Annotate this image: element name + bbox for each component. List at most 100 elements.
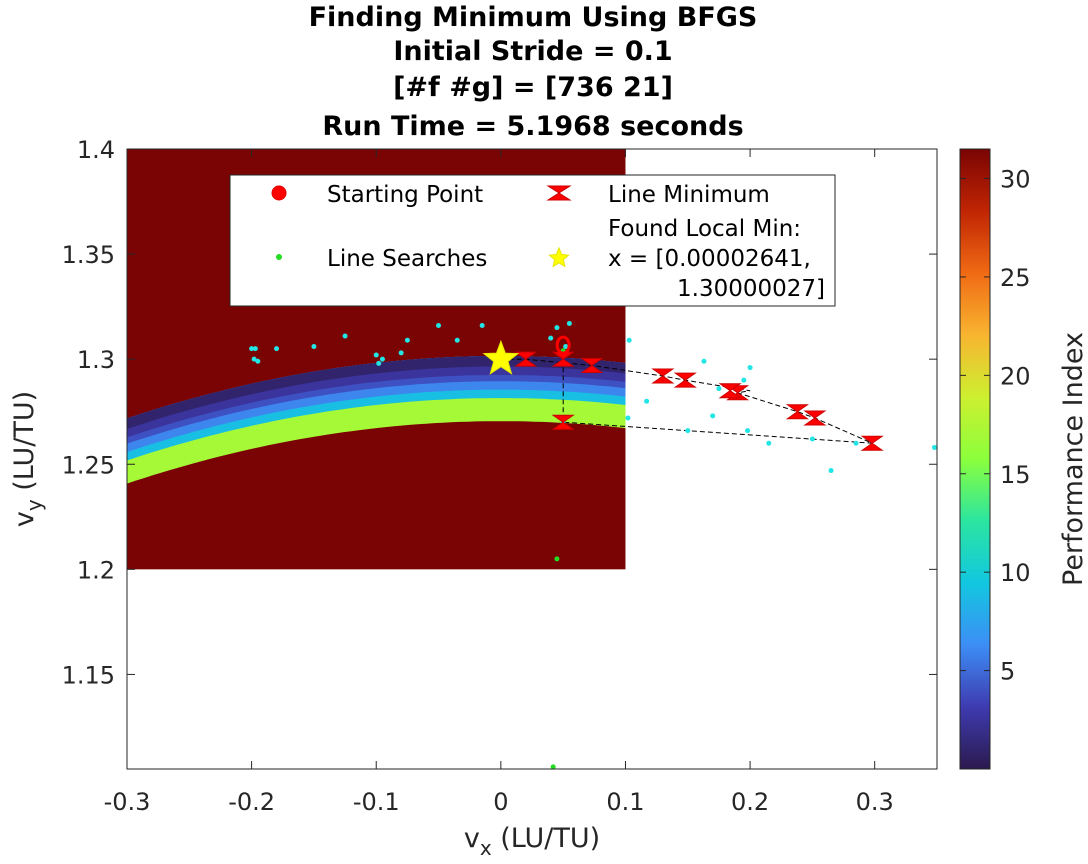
line-search-point bbox=[563, 344, 569, 350]
legend-starting-point-label: Starting Point bbox=[327, 182, 483, 208]
x-tick-label: -0.1 bbox=[353, 788, 400, 816]
legend-box bbox=[229, 174, 836, 307]
legend-line-searches-marker bbox=[276, 254, 282, 260]
legend-found-min-y-line: 1.30000027] bbox=[677, 276, 825, 302]
line-minimum-marker bbox=[651, 368, 675, 384]
legend-line-minimum-marker bbox=[546, 185, 572, 201]
line-search-point bbox=[716, 386, 722, 392]
line-minimum-marker bbox=[580, 357, 604, 373]
line-search-point bbox=[342, 333, 348, 339]
x-tick-label: 0.1 bbox=[606, 788, 644, 816]
x-axis-label-rest: (LU/TU) bbox=[492, 823, 600, 854]
line-search-point bbox=[809, 436, 815, 442]
axis-ticks: -0.3 -0.2 -0.1 0 0.1 0.2 0.3 1.15 1.2 1.25 1.3 1.35… bbox=[62, 136, 937, 816]
y-tick-label: 1.4 bbox=[77, 136, 115, 164]
y-tick-label: 1.15 bbox=[62, 661, 115, 689]
x-tick-label: 0.2 bbox=[731, 788, 769, 816]
line-search-point bbox=[373, 352, 379, 358]
legend-line-minimum-label: Line Minimum bbox=[608, 182, 770, 208]
title-line-1: Finding Minimum Using BFGS bbox=[309, 2, 758, 33]
y-tick-label: 1.25 bbox=[62, 451, 115, 479]
y-tick-label: 1.3 bbox=[77, 346, 115, 374]
colorbar-ticks: 5 10 15 20 25 30 bbox=[960, 166, 1031, 686]
found-min-marker bbox=[482, 339, 520, 375]
x-tick-label: 0 bbox=[493, 788, 508, 816]
line-minimum-marker bbox=[551, 414, 575, 430]
title-line-3: [#f #g] = [736 21] bbox=[393, 72, 673, 103]
colorbar-label: Performance Index bbox=[1058, 332, 1088, 586]
colorbar: 5 10 15 20 25 30 Performance Index bbox=[959, 148, 1088, 770]
x-tick-label: 0.3 bbox=[856, 788, 894, 816]
line-search-point bbox=[376, 360, 382, 366]
colorbar-gradient bbox=[959, 148, 991, 770]
x-axis-label: vx (LU/TU) bbox=[464, 823, 600, 860]
line-search-point bbox=[853, 440, 859, 446]
colorbar-tick-label: 10 bbox=[1000, 559, 1031, 587]
line-search-points bbox=[249, 320, 937, 769]
line-search-point-green bbox=[554, 556, 560, 562]
y-tick-label: 1.35 bbox=[62, 241, 115, 269]
line-search-point bbox=[379, 356, 385, 362]
valley-band bbox=[127, 356, 626, 429]
line-minimum-marker bbox=[785, 404, 810, 420]
y-axis-label-sub: y bbox=[22, 499, 46, 511]
line-search-point bbox=[701, 358, 707, 364]
line-search-point bbox=[249, 346, 255, 352]
x-axis-label-main: v bbox=[464, 823, 480, 854]
line-search-point bbox=[747, 365, 753, 371]
line-search-point bbox=[685, 428, 691, 434]
line-minimum-marker bbox=[803, 410, 827, 426]
line-search-point bbox=[404, 337, 410, 343]
legend-line-searches-label: Line Searches bbox=[327, 246, 487, 272]
line-search-point bbox=[710, 413, 716, 419]
legend-found-min-x-line: x = [0.00002641, bbox=[608, 246, 811, 272]
line-search-point bbox=[479, 323, 485, 329]
x-axis-label-sub: x bbox=[480, 836, 492, 860]
line-minima bbox=[514, 351, 884, 451]
line-search-point bbox=[745, 428, 751, 434]
x-tick-label: -0.2 bbox=[228, 788, 275, 816]
line-search-point bbox=[454, 337, 460, 343]
line-search-point bbox=[255, 358, 261, 364]
chart-title: Finding Minimum Using BFGS Initial Strid… bbox=[309, 2, 758, 142]
search-path-line bbox=[500, 358, 873, 444]
line-search-point bbox=[548, 335, 554, 341]
line-search-point bbox=[554, 325, 560, 331]
line-minimum-marker bbox=[860, 435, 884, 451]
y-axis-label-main: v bbox=[9, 511, 40, 527]
line-search-point-green bbox=[550, 764, 556, 769]
line-search-point bbox=[741, 377, 747, 383]
key-markers bbox=[482, 335, 571, 375]
line-minimum-marker bbox=[673, 372, 697, 388]
legend-starting-point-marker bbox=[271, 185, 287, 201]
y-tick-label: 1.2 bbox=[77, 556, 115, 584]
line-search-point bbox=[311, 344, 317, 350]
colorbar-tick-label: 15 bbox=[1000, 461, 1031, 489]
line-search-point bbox=[251, 356, 257, 362]
line-search-point bbox=[828, 468, 834, 474]
line-search-point bbox=[626, 337, 632, 343]
search-path bbox=[500, 358, 873, 444]
line-minimum-marker bbox=[718, 383, 742, 399]
line-search-point bbox=[644, 398, 650, 404]
line-search-point bbox=[436, 323, 442, 329]
line-search-point bbox=[252, 346, 258, 352]
valley-band bbox=[127, 356, 626, 444]
axes-box bbox=[126, 148, 938, 770]
line-search-point bbox=[566, 320, 572, 326]
line-minimum-marker bbox=[551, 351, 575, 367]
line-search-point bbox=[274, 346, 280, 352]
legend-found-min-marker bbox=[548, 246, 570, 268]
colorbar-tick-label: 30 bbox=[1000, 166, 1031, 194]
y-axis-label-rest: (LU/TU) bbox=[9, 391, 40, 499]
line-minimum-marker bbox=[514, 351, 538, 367]
line-search-point bbox=[932, 444, 937, 450]
y-axis-label: vy (LU/TU) bbox=[9, 391, 46, 527]
x-tick-label: -0.3 bbox=[104, 788, 151, 816]
line-search-point bbox=[766, 440, 772, 446]
legend-found-min-label: Found Local Min: bbox=[608, 216, 801, 242]
title-line-4: Run Time = 5.1968 seconds bbox=[322, 111, 743, 142]
title-line-2: Initial Stride = 0.1 bbox=[393, 36, 672, 67]
legend: Starting Point Line Minimum Line Searche… bbox=[229, 174, 836, 307]
